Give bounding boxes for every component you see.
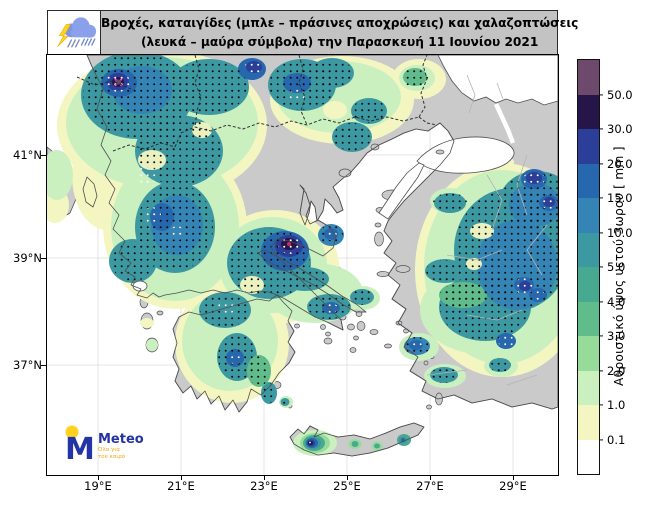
country-borders	[76, 55, 438, 152]
axis-tick	[513, 475, 515, 480]
storm-cloud-icon	[57, 16, 97, 48]
title-line-2: (λευκά – μαύρα σύμβολα) την Παρασκευή 11…	[140, 34, 539, 49]
colorbar-tick-mark	[599, 300, 603, 303]
colorbar-tick-label: 30.0	[607, 122, 633, 136]
colorbar-tick-label: 15.0	[607, 191, 633, 205]
lat-label-37n: 37°N	[13, 358, 42, 372]
map-canvas	[46, 54, 559, 476]
lat-label-39n: 39°N	[13, 251, 42, 265]
hail-stipple-magenta	[112, 77, 124, 87]
colorbar-tick-mark	[599, 369, 603, 372]
lon-label-19e: 19°E	[84, 479, 112, 493]
colorbar-tick-mark	[599, 93, 603, 96]
logo-sun-dot	[65, 425, 79, 439]
hail-stipple-black	[83, 55, 558, 406]
lon-label-27e: 27°E	[416, 479, 444, 493]
axis-tick	[98, 475, 100, 480]
colorbar-tick-mark	[599, 438, 603, 441]
storm-icon-box	[48, 11, 101, 54]
axis-tick	[41, 365, 46, 367]
axis-tick	[347, 475, 349, 480]
colorbar-tick-mark	[599, 162, 603, 165]
colorbar-segment	[578, 163, 599, 198]
colorbar-tick-mark	[599, 404, 603, 406]
map-title: Βροχές, καταιγίδες (μπλε – πράσινες αποχ…	[101, 11, 578, 54]
colorbar-segment	[578, 94, 599, 129]
colorbar-tick-label: 5.0	[607, 260, 626, 274]
colorbar-tick-label: 4.0	[607, 294, 626, 309]
colorbar-segment	[578, 198, 599, 233]
colorbar-tick-label: 2.0	[607, 363, 626, 378]
colorbar: 50.0 30.0 20.0 15.0 10.0 5.0 4.0 3.0 2.0 1.0 0.1	[577, 59, 633, 475]
lon-label-21e: 21°E	[167, 479, 195, 493]
colorbar-tick-label: 1.0	[607, 398, 626, 412]
marmara-island	[435, 149, 445, 155]
colorbar-tick-mark	[599, 266, 603, 268]
province-borders	[426, 74, 548, 386]
rain-streaks-left	[67, 38, 80, 48]
colorbar-tick-label: 20.0	[607, 156, 633, 171]
colorbar-tick-label: 10.0	[607, 225, 633, 240]
colorbar-segment	[578, 129, 599, 164]
lon-label-29e: 29°E	[499, 479, 527, 493]
lat-label-41n: 41°N	[13, 148, 42, 162]
colorbar-segments	[578, 60, 599, 474]
bosphorus-strait	[493, 103, 516, 144]
axis-tick	[430, 475, 432, 480]
colorbar-segment	[578, 370, 599, 405]
colorbar-segment	[578, 267, 599, 302]
colorbar-segment	[578, 301, 599, 336]
colorbar-segment	[578, 232, 599, 267]
logo-wordmark: Meteo	[98, 432, 144, 447]
lon-label-23e: 23°E	[250, 479, 278, 493]
colorbar-tick-mark	[599, 197, 603, 199]
colorbar-tick-mark	[599, 335, 603, 337]
logo-tagline-2: τον καιρό	[98, 453, 126, 460]
colorbar-tick-label: 3.0	[607, 329, 626, 343]
colorbar-segment	[578, 405, 599, 440]
meteo-logo: M Meteo Όλα για τον καιρό	[62, 421, 146, 471]
logo-monogram: M	[65, 432, 95, 467]
axis-tick	[264, 475, 266, 480]
colorbar-segment	[578, 336, 599, 371]
logo-tagline-1: Όλα για	[97, 446, 120, 453]
title-bar: Βροχές, καταιγίδες (μπλε – πράσινες αποχ…	[47, 10, 578, 55]
rain-streaks-right	[80, 37, 96, 46]
axis-tick	[41, 155, 46, 157]
title-line-1: Βροχές, καταιγίδες (μπλε – πράσινες αποχ…	[101, 16, 579, 31]
colorbar-axis-label: Αθροιστικό ύψος υετού 3ωρου [ mm ]	[612, 146, 626, 386]
hail-stipple-white	[106, 60, 557, 364]
colorbar-tick-mark	[599, 231, 603, 234]
colorbar-segment	[578, 439, 599, 474]
crete-precip-cells	[300, 433, 411, 453]
precipitation-map	[47, 55, 558, 475]
axis-tick	[181, 475, 183, 480]
colorbar-segment	[578, 60, 599, 95]
axis-tick	[41, 258, 46, 260]
lon-label-25e: 25°E	[333, 479, 361, 493]
colorbar-tick-label: 0.1	[607, 432, 626, 447]
colorbar-tick-mark	[599, 128, 603, 130]
colorbar-tick-label: 50.0	[607, 87, 633, 102]
